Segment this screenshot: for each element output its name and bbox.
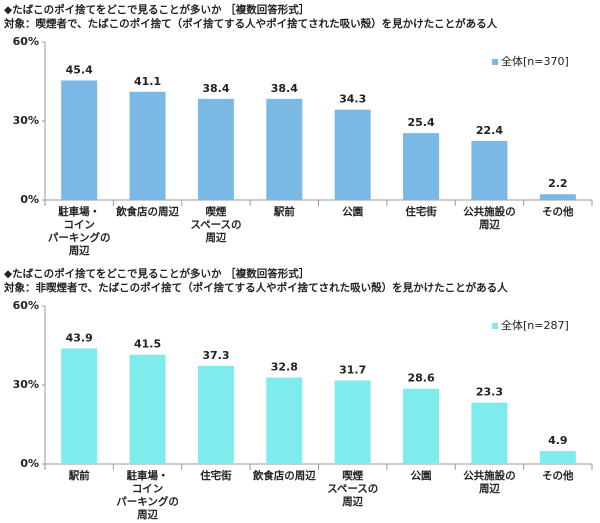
x-tick-label: 公園 xyxy=(410,470,432,482)
value-label: 25.4 xyxy=(407,116,434,129)
x-tick-label: 公共施設の 周辺 xyxy=(463,470,516,495)
x-tick-label: 住宅街 xyxy=(405,206,437,218)
value-label: 2.2 xyxy=(548,177,568,190)
legend-label: 全体[n=370] xyxy=(501,54,569,68)
x-tick-label: 住宅街 xyxy=(200,470,232,482)
bar xyxy=(129,91,166,200)
x-tick-label: 飲食店の周辺 xyxy=(116,206,180,218)
bar xyxy=(61,80,98,200)
bar xyxy=(403,133,440,200)
value-label: 38.4 xyxy=(271,82,298,95)
bar xyxy=(129,354,166,464)
bar xyxy=(266,377,303,464)
bar xyxy=(539,451,576,464)
chart-subtitle: 対象：喫煙者で、たばこのポイ捨て（ポイ捨てする人やポイ捨てされた吸い殻）を見かけ… xyxy=(4,18,498,30)
value-label: 45.4 xyxy=(66,63,93,76)
x-tick-label: 駅前 xyxy=(68,470,90,482)
value-label: 4.9 xyxy=(548,434,568,447)
legend-swatch xyxy=(492,323,498,329)
bar xyxy=(61,348,98,464)
value-label: 37.3 xyxy=(202,349,229,362)
bar xyxy=(403,388,440,464)
y-tick-label: 30% xyxy=(13,114,39,127)
value-label: 38.4 xyxy=(202,82,229,95)
value-label: 41.5 xyxy=(134,338,161,351)
y-tick-label: 0% xyxy=(20,457,39,470)
value-label: 28.6 xyxy=(407,372,434,385)
x-tick-label: 駐車場・ コイン パーキングの 周辺 xyxy=(47,206,111,257)
value-label: 31.7 xyxy=(339,364,366,377)
legend-label: 全体[n=287] xyxy=(501,318,569,332)
value-label: 23.3 xyxy=(476,386,503,399)
bar xyxy=(334,380,371,464)
bar xyxy=(334,109,371,200)
bar xyxy=(471,141,508,200)
bar xyxy=(197,98,234,200)
y-tick-label: 60% xyxy=(13,299,39,312)
y-tick-label: 30% xyxy=(13,378,39,391)
x-tick-label: 駅前 xyxy=(273,206,295,218)
chart-title: ◆たばこのポイ捨てをどこで見ることが多いか ［複数回答形式］ xyxy=(4,4,310,16)
x-tick-label: 公共施設の 周辺 xyxy=(463,206,516,231)
chart-subtitle: 対象：非喫煙者で、たばこのポイ捨て（ポイ捨てする人やポイ捨てされた吸い殻）を見か… xyxy=(4,282,508,294)
bar xyxy=(197,365,234,464)
y-tick-label: 0% xyxy=(20,193,39,206)
x-tick-label: 喫煙 スペースの 周辺 xyxy=(190,206,242,244)
x-tick-label: その他 xyxy=(542,470,574,482)
value-label: 41.1 xyxy=(134,75,161,88)
chart-title: ◆たばこのポイ捨てをどこで見ることが多いか ［複数回答形式］ xyxy=(4,268,310,280)
y-tick-label: 60% xyxy=(13,35,39,48)
bar xyxy=(266,98,303,200)
value-label: 43.9 xyxy=(66,331,93,344)
bar xyxy=(471,402,508,464)
x-tick-label: 駐車場・ コイン パーキングの 周辺 xyxy=(116,470,179,521)
bar xyxy=(539,194,576,200)
x-tick-label: 喫煙 スペースの 周辺 xyxy=(327,470,379,508)
value-label: 22.4 xyxy=(476,124,503,137)
value-label: 34.3 xyxy=(339,93,366,106)
x-tick-label: その他 xyxy=(542,206,574,218)
value-label: 32.8 xyxy=(271,361,298,374)
legend-swatch xyxy=(492,59,498,65)
x-tick-label: 飲食店の周辺 xyxy=(252,470,316,482)
x-tick-label: 公園 xyxy=(342,206,364,218)
